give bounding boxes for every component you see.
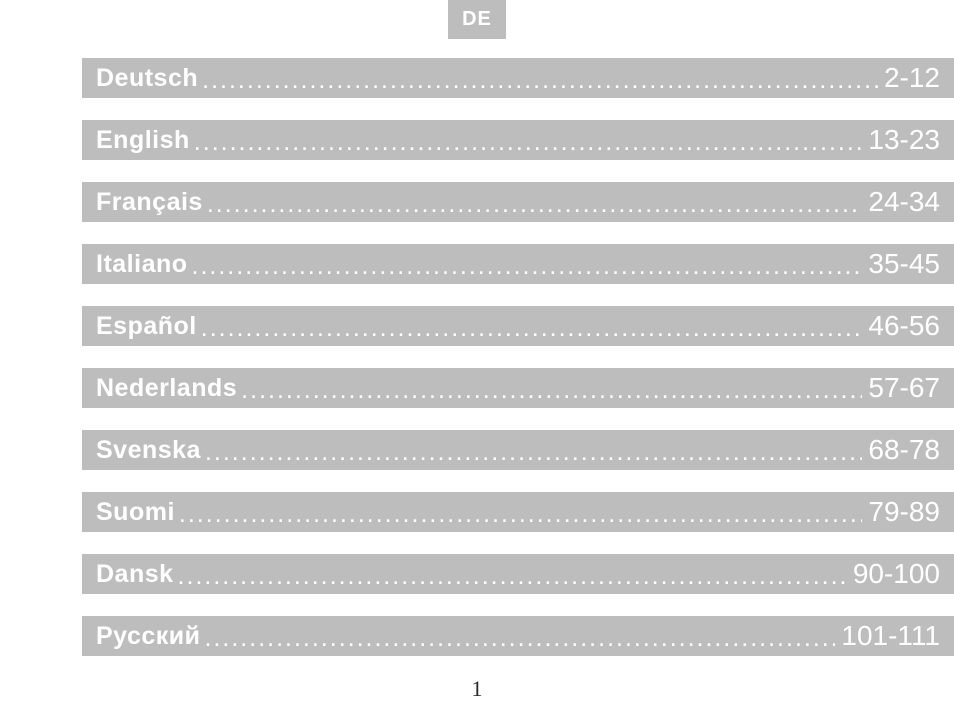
- toc-pages: 46-56: [868, 306, 940, 346]
- toc-list: Deutsch ................................…: [82, 58, 954, 656]
- toc-row: Dansk ..................................…: [82, 554, 954, 594]
- toc-row: Suomi ..................................…: [82, 492, 954, 532]
- toc-row: Deutsch ................................…: [82, 58, 954, 98]
- page-number: 1: [0, 676, 954, 702]
- toc-pages: 35-45: [868, 244, 940, 284]
- toc-row: Nederlands .............................…: [82, 368, 954, 408]
- toc-pages: 101-111: [841, 616, 940, 656]
- toc-row: English ................................…: [82, 120, 954, 160]
- toc-lang: Deutsch: [96, 58, 198, 98]
- toc-dots: ........................................…: [179, 494, 862, 532]
- toc-lang: Русский: [96, 616, 201, 656]
- toc-dots: ........................................…: [194, 122, 863, 160]
- toc-pages: 68-78: [868, 430, 940, 470]
- toc-pages: 90-100: [853, 554, 940, 594]
- toc-row: Español ................................…: [82, 306, 954, 346]
- toc-dots: ........................................…: [178, 556, 847, 594]
- page: DE Deutsch .............................…: [0, 0, 954, 716]
- toc-lang: Nederlands: [96, 368, 237, 408]
- toc-row: Русский ................................…: [82, 616, 954, 656]
- toc-pages: 2-12: [884, 58, 940, 98]
- toc-dots: ........................................…: [205, 618, 836, 656]
- toc-dots: ........................................…: [205, 432, 862, 470]
- toc-pages: 24-34: [868, 182, 940, 222]
- toc-lang: Dansk: [96, 554, 174, 594]
- toc-pages: 57-67: [868, 368, 940, 408]
- toc-lang: Français: [96, 182, 203, 222]
- toc-dots: ........................................…: [202, 60, 878, 98]
- toc-lang: Italiano: [96, 244, 188, 284]
- toc-lang: Español: [96, 306, 197, 346]
- toc-dots: ........................................…: [241, 370, 862, 408]
- language-badge: DE: [448, 0, 506, 39]
- toc-lang: English: [96, 120, 190, 160]
- toc-dots: ........................................…: [207, 184, 863, 222]
- toc-lang: Svenska: [96, 430, 201, 470]
- toc-dots: ........................................…: [201, 308, 863, 346]
- toc-row: Italiano ...............................…: [82, 244, 954, 284]
- toc-pages: 13-23: [868, 120, 940, 160]
- toc-dots: ........................................…: [192, 246, 863, 284]
- toc-lang: Suomi: [96, 492, 175, 532]
- badge-container: DE: [0, 0, 954, 39]
- toc-row: Français ...............................…: [82, 182, 954, 222]
- toc-pages: 79-89: [868, 492, 940, 532]
- toc-row: Svenska ................................…: [82, 430, 954, 470]
